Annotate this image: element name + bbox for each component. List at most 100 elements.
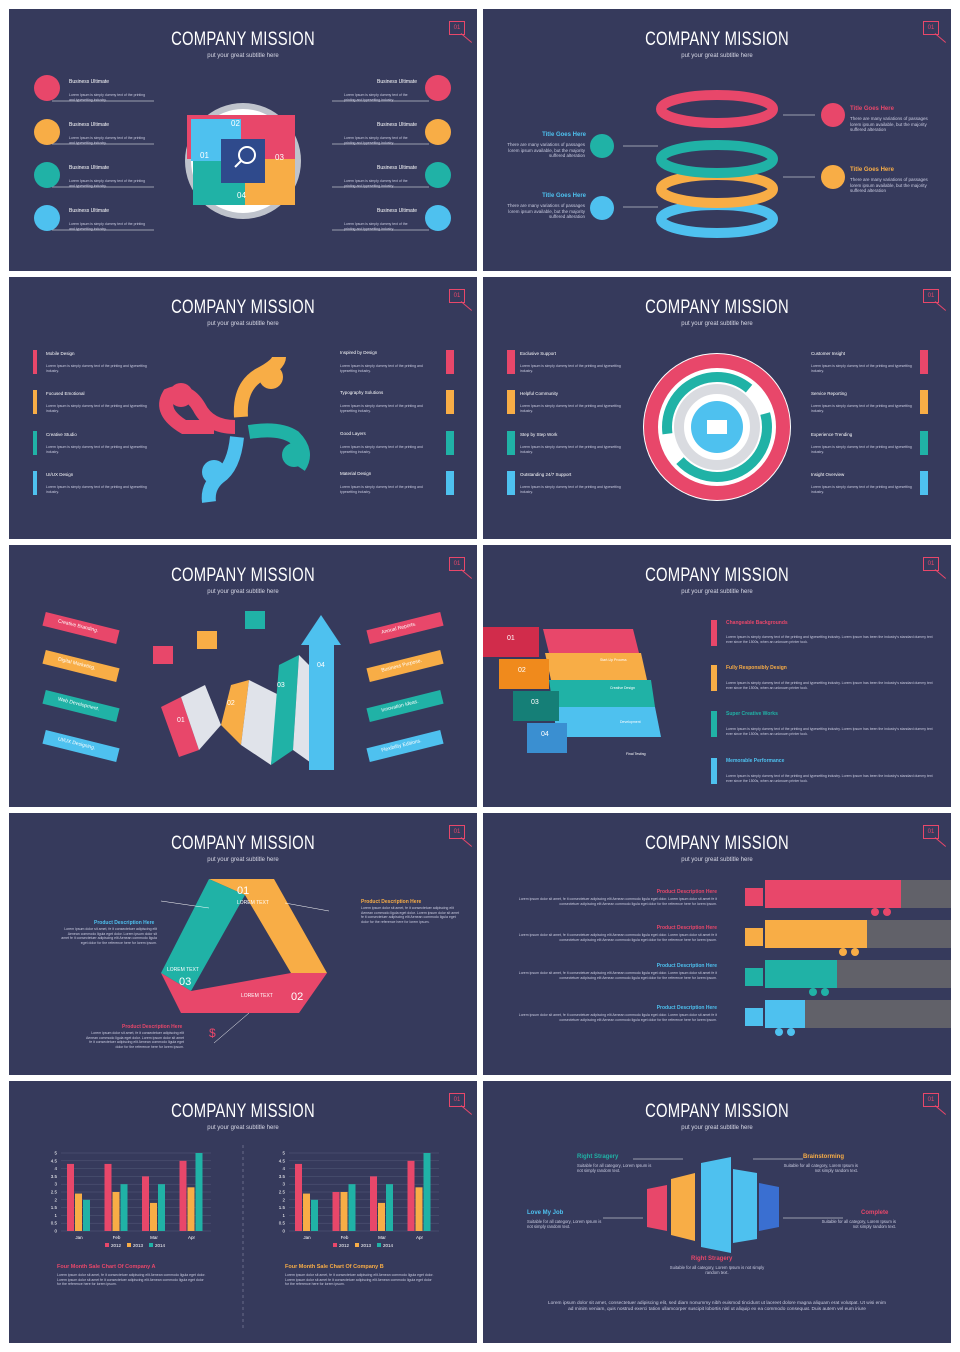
- bar-label: Final Testing: [626, 752, 646, 756]
- slide-subtitle: put your great subtitle here: [681, 857, 753, 863]
- item-heading: Title Goes Here: [542, 132, 586, 138]
- y-tick-label: 0: [54, 1229, 57, 1234]
- legend-swatch: [377, 1243, 381, 1247]
- step-number: 01: [177, 717, 185, 724]
- accent-bar: [33, 431, 37, 455]
- y-tick-label: 0.5: [51, 1221, 58, 1226]
- slide-number: 01: [923, 825, 939, 839]
- accent-bar: [920, 390, 928, 414]
- item-heading: Complete: [861, 1210, 889, 1216]
- y-tick-label: 2.5: [51, 1190, 58, 1195]
- item-text: Lorem Ipsum is simply dummy text of the …: [344, 93, 408, 102]
- item-text: There are many variations of passages lo…: [850, 177, 928, 193]
- slide-subtitle: put your great subtitle here: [207, 53, 279, 59]
- accent-bar: [507, 471, 515, 495]
- x-tick-label: Apr: [188, 1235, 196, 1240]
- y-tick-label: 1: [54, 1213, 57, 1218]
- y-tick-label: 5: [282, 1151, 285, 1156]
- item-text: Lorem Ipsum is simply dummy text of the …: [811, 404, 912, 413]
- slide-title: COMPANY MISSION: [171, 297, 315, 318]
- step-number: 01: [507, 635, 515, 642]
- accent-bar: [711, 665, 717, 691]
- accent-bar: [507, 390, 515, 414]
- bar-2014-Apr: [423, 1153, 431, 1231]
- item-heading: Right Stragery: [577, 1154, 619, 1160]
- puzzle-label: 02: [231, 119, 240, 128]
- item-text: Lorem Ipsum is simply dummy text of the …: [46, 485, 147, 494]
- bar-2014-Apr: [195, 1153, 203, 1231]
- x-tick-label: Feb: [113, 1235, 121, 1240]
- item-text: Suitable for all category, Lorem Ipsum i…: [527, 1219, 602, 1229]
- slide-3: COMPANY MISSION put your great subtitle …: [9, 277, 477, 539]
- palette-icon: [34, 75, 60, 101]
- bar-label: Start-Up Process: [600, 658, 627, 662]
- y-tick-label: 0: [282, 1229, 285, 1234]
- legend-swatch: [333, 1243, 337, 1247]
- step-number: 02: [518, 667, 526, 674]
- item-text: Lorem Ipsum is simply dummy text of the …: [46, 364, 147, 373]
- item-heading: Business Ultimate: [69, 165, 110, 171]
- item-heading: Creative Studio: [46, 432, 77, 437]
- item-heading: Brainstorming: [803, 1154, 845, 1160]
- item-text: Lorem Ipsum is simply dummy text of the …: [69, 179, 146, 188]
- item-text: Suitable for all category, Lorem Ipsum i…: [783, 1163, 858, 1173]
- item-heading: Focused Emotional: [46, 391, 85, 396]
- puzzle-label: 01: [200, 151, 209, 160]
- slide-10: COMPANY MISSION put your great subtitle …: [483, 1081, 951, 1343]
- x-tick-label: Mar: [378, 1235, 386, 1240]
- legend-swatch: [105, 1243, 109, 1247]
- bar-2014-Feb: [348, 1184, 356, 1231]
- accent-bar: [920, 350, 928, 374]
- slide-title: COMPANY MISSION: [645, 29, 789, 50]
- item-text: There are many variations of passages lo…: [507, 203, 585, 219]
- item-heading: Insight Overview: [811, 472, 845, 477]
- item-text: Lorem Ipsum is simply dummy text of the …: [520, 485, 621, 494]
- item-text: Lorem Ipsum is simply dummy text of the …: [340, 445, 423, 454]
- slide-2: COMPANY MISSION put your great subtitle …: [483, 9, 951, 271]
- slide-title: COMPANY MISSION: [645, 297, 789, 318]
- item-heading: Title Goes Here: [850, 167, 894, 173]
- link-icon: [590, 134, 614, 158]
- legend-label: 2014: [383, 1243, 394, 1248]
- paint-roller-icon: [425, 162, 451, 188]
- puzzle-label: 04: [237, 191, 246, 200]
- accent-bar: [711, 620, 717, 646]
- globe-icon: [590, 196, 614, 220]
- bar-2012-Feb: [332, 1192, 340, 1231]
- inbox-icon: [711, 416, 723, 426]
- legend-swatch: [127, 1243, 131, 1247]
- item-heading: Title Goes Here: [542, 193, 586, 199]
- triangle-number: 01: [237, 885, 250, 897]
- y-tick-label: 0.5: [279, 1221, 286, 1226]
- slide-number: 01: [449, 1093, 465, 1107]
- item-heading: UI/UX Design: [46, 472, 74, 477]
- slide-number: 01: [449, 21, 465, 35]
- slide-subtitle: put your great subtitle here: [681, 321, 753, 327]
- item-text: Lorem Ipsum is simply dummy text of the …: [344, 222, 408, 231]
- y-tick-label: 2: [282, 1197, 285, 1202]
- item-text: Lorem ipsum dolor sit amet, fe it consec…: [361, 906, 460, 924]
- compass-icon: [425, 205, 451, 231]
- slide-number: 01: [449, 289, 465, 303]
- accent-bar: [33, 390, 37, 414]
- item-text: Lorem Ipsum is simply dummy text of the …: [811, 445, 912, 454]
- item-text: Lorem ipsum dolor sit amet, fe it consec…: [61, 927, 157, 945]
- item-text: Suitable for all category, Lorem Ipsum i…: [577, 1163, 652, 1173]
- accent-bar: [33, 350, 37, 374]
- item-heading: Outstanding 24/7 Support: [520, 472, 572, 477]
- item-text: Lorem Ipsum is simply dummy text of the …: [811, 364, 912, 373]
- y-tick-label: 4: [54, 1166, 57, 1171]
- slide-6: COMPANY MISSION put your great subtitle …: [483, 545, 951, 807]
- item-text: Suitable for all category, Lorem Ipsum i…: [821, 1219, 896, 1229]
- item-text: Lorem Ipsum is simply dummy text of the …: [340, 364, 423, 373]
- triangle-number: 03: [179, 976, 192, 988]
- slide-subtitle: put your great subtitle here: [681, 589, 753, 595]
- bar-2012-Mar: [142, 1176, 149, 1231]
- bar-label: Development: [620, 720, 641, 724]
- trucks-graphic: [745, 880, 951, 1036]
- y-tick-label: 3: [282, 1182, 285, 1187]
- item-text: There are many variations of passages lo…: [507, 142, 585, 158]
- chart-text: Lorem ipsum dolor sit amet, fe it consec…: [285, 1273, 434, 1286]
- item-heading: Business Ultimate: [376, 79, 417, 85]
- item-text: Lorem Ipsum is simply dummy text of the …: [520, 404, 621, 413]
